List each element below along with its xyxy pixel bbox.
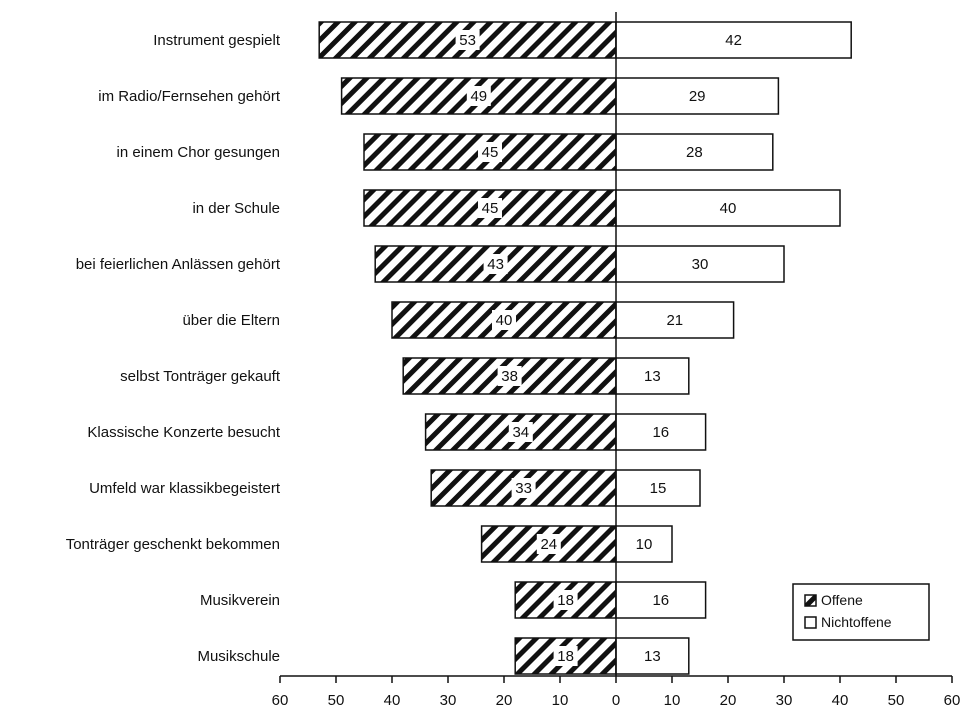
- x-tick-label-5: 20: [496, 692, 513, 709]
- bar-nichtoffene-row-8: [615, 413, 707, 451]
- bar-value-nichtoffene-row-6: 21: [666, 312, 683, 329]
- legend-label-nichtoffene: Nichtoffene: [821, 614, 892, 630]
- bar-label-bg-offene-row-7: [497, 366, 522, 386]
- category-label-row-7: selbst Tonträger gekauft: [120, 368, 281, 385]
- x-tick-label-9: 20: [720, 692, 737, 709]
- bar-value-offene-row-10: 24: [540, 536, 557, 553]
- bar-value-nichtoffene-row-10: 10: [636, 536, 653, 553]
- x-axis: 60 50 40 30 20 10 0 10 20 30 40 50 60: [272, 12, 961, 709]
- bar-value-offene-row-9: 33: [515, 480, 532, 497]
- bar-value-nichtoffene-row-7: 13: [644, 368, 661, 385]
- bar-value-nichtoffene-row-11: 16: [652, 592, 669, 609]
- bar-nichtoffene-row-10: [615, 525, 673, 563]
- bar-value-nichtoffene-row-1: 42: [725, 32, 742, 49]
- bar-label-bg-offene-row-5: [483, 254, 508, 274]
- legend-box: [792, 583, 930, 641]
- bar-value-offene-row-6: 40: [496, 312, 513, 329]
- bar-label-bg-offene-row-6: [492, 310, 516, 330]
- bar-value-offene-row-7: 38: [501, 368, 518, 385]
- bar-value-nichtoffene-row-4: 40: [720, 200, 737, 217]
- bar-value-nichtoffene-row-8: 16: [652, 424, 669, 441]
- category-label-row-8: Klassische Konzerte besucht: [87, 424, 280, 441]
- x-tick-label-1: 60: [272, 692, 289, 709]
- x-tick-label-6: 10: [552, 692, 569, 709]
- bar-value-offene-row-2: 49: [470, 88, 487, 105]
- category-label-row-4: in der Schule: [192, 200, 280, 217]
- x-tick-label-4: 30: [440, 692, 457, 709]
- bar-nichtoffene-row-1: [615, 21, 852, 59]
- bar-nichtoffene-row-6: [615, 301, 735, 339]
- bar-nichtoffene-row-12: [615, 637, 690, 675]
- bar-value-nichtoffene-row-3: 28: [686, 144, 703, 161]
- bar-value-offene-row-4: 45: [482, 200, 499, 217]
- category-label-row-1: Instrument gespielt: [153, 32, 281, 49]
- bar-value-offene-row-5: 43: [487, 256, 504, 273]
- bar-value-nichtoffene-row-9: 15: [650, 480, 667, 497]
- x-tick-label-3: 40: [384, 692, 401, 709]
- bar-label-bg-offene-row-9: [511, 478, 536, 498]
- bar-value-offene-row-8: 34: [512, 424, 529, 441]
- bar-label-bg-offene-row-12: [553, 646, 578, 666]
- legend-swatch-offene: [804, 594, 817, 607]
- x-tick-label-12: 50: [888, 692, 905, 709]
- category-label-row-9: Umfeld war klassikbegeistert: [89, 480, 281, 497]
- bar-label-bg-offene-row-2: [466, 86, 491, 106]
- bar-offene-row-3: [363, 133, 617, 171]
- bar-value-nichtoffene-row-5: 30: [692, 256, 709, 273]
- category-label-row-5: bei feierlichen Anlässen gehört: [76, 256, 281, 273]
- legend: Offene Nichtoffene: [792, 583, 930, 641]
- category-label-row-12: Musikschule: [197, 648, 280, 665]
- bar-label-bg-offene-row-11: [553, 590, 578, 610]
- category-label-row-11: Musikverein: [200, 592, 280, 609]
- bar-nichtoffene-row-3: [615, 133, 774, 171]
- bar-value-offene-row-1: 53: [459, 32, 476, 49]
- bar-value-nichtoffene-row-2: 29: [689, 88, 706, 105]
- bar-label-bg-offene-row-1: [455, 30, 480, 50]
- x-tick-label-8: 10: [664, 692, 681, 709]
- bar-nichtoffene-row-4: [615, 189, 841, 227]
- category-label-row-10: Tonträger geschenkt bekommen: [66, 536, 280, 553]
- bar-nichtoffene-row-2: [615, 77, 780, 115]
- category-label-row-2: im Radio/Fernsehen gehört: [98, 88, 281, 105]
- legend-label-offene: Offene: [821, 592, 863, 608]
- bar-label-bg-offene-row-8: [508, 422, 533, 442]
- x-tick-label-10: 30: [776, 692, 793, 709]
- bar-value-offene-row-11: 18: [557, 592, 574, 609]
- plot-area: Instrument gespielt 53 42 im Radio/Fernsehe…: [66, 21, 852, 675]
- bar-label-bg-offene-row-10: [536, 534, 561, 554]
- x-tick-label-13: 60: [944, 692, 961, 709]
- x-tick-label-7: 0: [612, 692, 620, 709]
- bar-value-offene-row-12: 18: [557, 648, 574, 665]
- category-label-row-3: in einem Chor gesungen: [117, 144, 280, 161]
- category-label-row-6: über die Eltern: [182, 312, 280, 329]
- legend-swatch-nichtoffene: [804, 616, 817, 629]
- bar-value-nichtoffene-row-12: 13: [644, 648, 661, 665]
- bar-value-offene-row-3: 45: [482, 144, 499, 161]
- bar-label-bg-offene-row-3: [478, 142, 502, 162]
- x-tick-label-2: 50: [328, 692, 345, 709]
- x-tick-label-11: 40: [832, 692, 849, 709]
- bar-label-bg-offene-row-4: [478, 198, 502, 218]
